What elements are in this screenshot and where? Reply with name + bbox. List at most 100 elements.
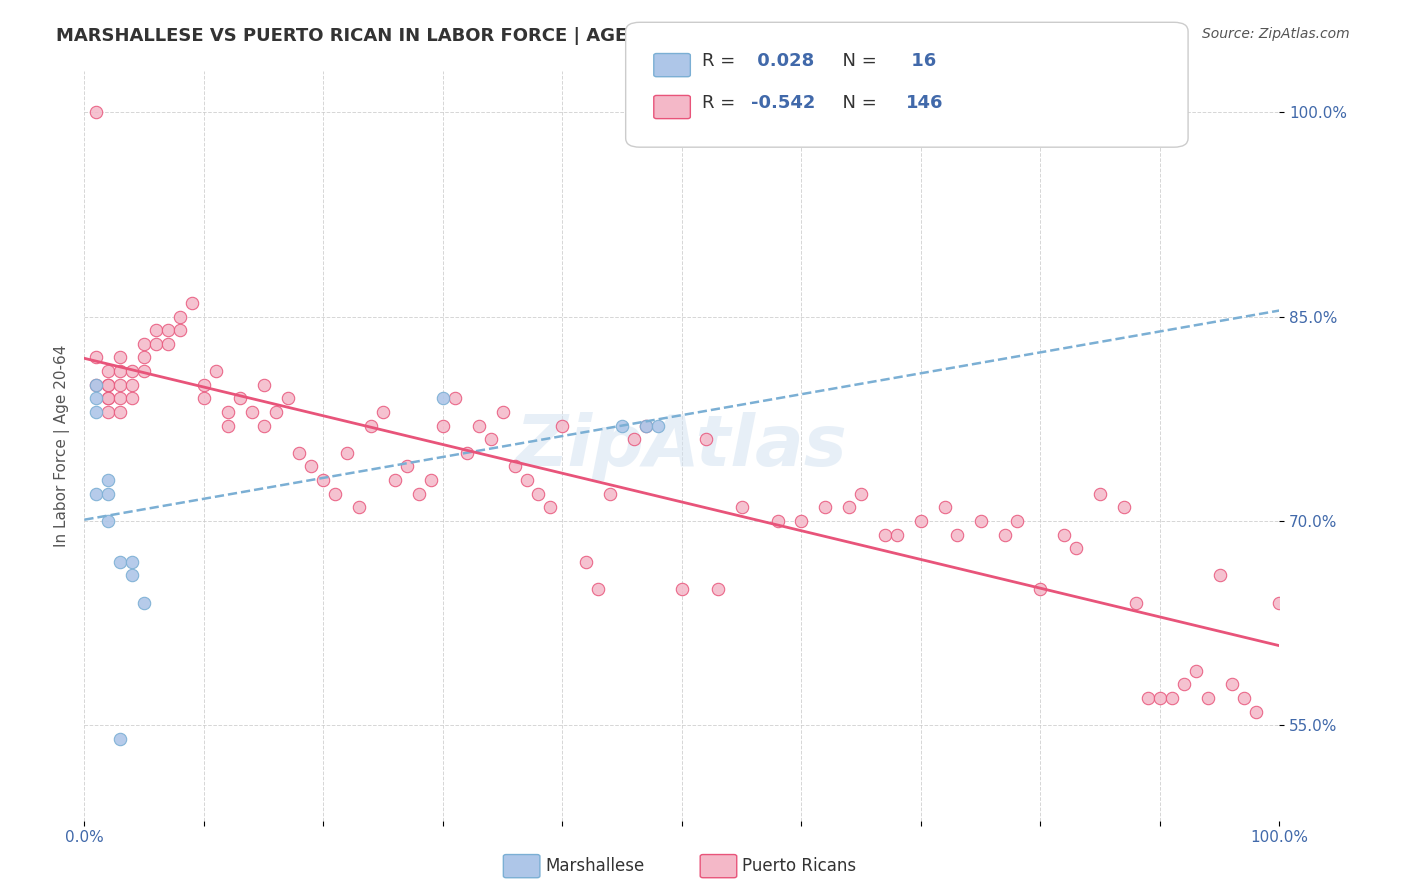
Point [851,486,873,500]
Point [875,527,897,541]
Point [647,418,669,433]
Point [110,377,132,392]
Point [97,473,120,487]
Point [110,351,132,365]
Point [349,500,371,515]
Point [86,351,108,365]
Point [886,527,908,541]
Point [110,405,132,419]
Point [432,418,454,433]
Point [157,323,180,337]
Point [86,405,108,419]
Point [277,392,299,406]
Point [1137,691,1160,706]
Point [253,418,276,433]
Point [229,392,252,406]
Point [1209,568,1232,582]
Point [790,514,813,528]
Point [384,473,406,487]
Point [132,364,156,378]
Point [264,405,287,419]
Text: N =: N = [831,94,883,112]
Point [970,514,993,528]
Point [121,364,143,378]
Point [205,364,228,378]
Point [1149,691,1171,706]
Text: Source: ZipAtlas.com: Source: ZipAtlas.com [1202,27,1350,41]
Text: R =: R = [702,94,741,112]
Point [157,336,180,351]
Point [240,405,263,419]
Point [432,392,454,406]
Point [1185,664,1208,678]
Point [86,105,108,120]
Point [492,405,515,419]
Point [588,582,610,596]
Point [373,405,395,419]
Text: ZipAtlas: ZipAtlas [516,411,848,481]
Point [910,514,932,528]
Point [217,405,239,419]
Text: N =: N = [831,52,883,70]
Point [301,459,323,474]
Text: 0.028: 0.028 [751,52,814,70]
Point [145,336,167,351]
Point [145,323,167,337]
Point [1090,486,1112,500]
Point [1233,691,1256,706]
Point [132,351,156,365]
Point [1220,677,1243,691]
Text: R =: R = [702,52,741,70]
Point [86,377,108,392]
Point [110,364,132,378]
Point [636,418,658,433]
Point [420,473,443,487]
Point [325,486,347,500]
Point [121,568,143,582]
Point [1005,514,1028,528]
Y-axis label: In Labor Force | Age 20-64: In Labor Force | Age 20-64 [55,345,70,547]
Text: MARSHALLESE VS PUERTO RICAN IN LABOR FORCE | AGE 20-64 CORRELATION CHART: MARSHALLESE VS PUERTO RICAN IN LABOR FOR… [56,27,912,45]
Point [360,418,382,433]
Point [110,392,132,406]
Point [838,500,860,515]
Point [121,377,143,392]
Point [97,514,120,528]
Text: 146: 146 [905,94,943,112]
Point [636,418,658,433]
Point [479,432,502,446]
Point [527,486,550,500]
Point [444,392,467,406]
Point [934,500,956,515]
Point [121,555,143,569]
Point [97,377,120,392]
Point [946,527,969,541]
Text: -0.542: -0.542 [751,94,815,112]
Point [408,486,430,500]
Point [1173,677,1195,691]
Point [814,500,837,515]
Point [86,392,108,406]
Point [1161,691,1184,706]
Point [1114,500,1136,515]
Point [97,405,120,419]
Point [456,446,478,460]
Point [1066,541,1088,556]
Point [336,446,359,460]
Point [1029,582,1052,596]
Point [396,459,419,474]
Point [994,527,1017,541]
Point [503,459,526,474]
Point [169,310,191,324]
Point [217,418,239,433]
Point [671,582,693,596]
Point [86,486,108,500]
Text: Puerto Ricans: Puerto Ricans [742,857,856,875]
Point [766,514,789,528]
Point [86,377,108,392]
Point [468,418,491,433]
Point [516,473,538,487]
Point [707,582,730,596]
Point [110,555,132,569]
Point [169,323,191,337]
